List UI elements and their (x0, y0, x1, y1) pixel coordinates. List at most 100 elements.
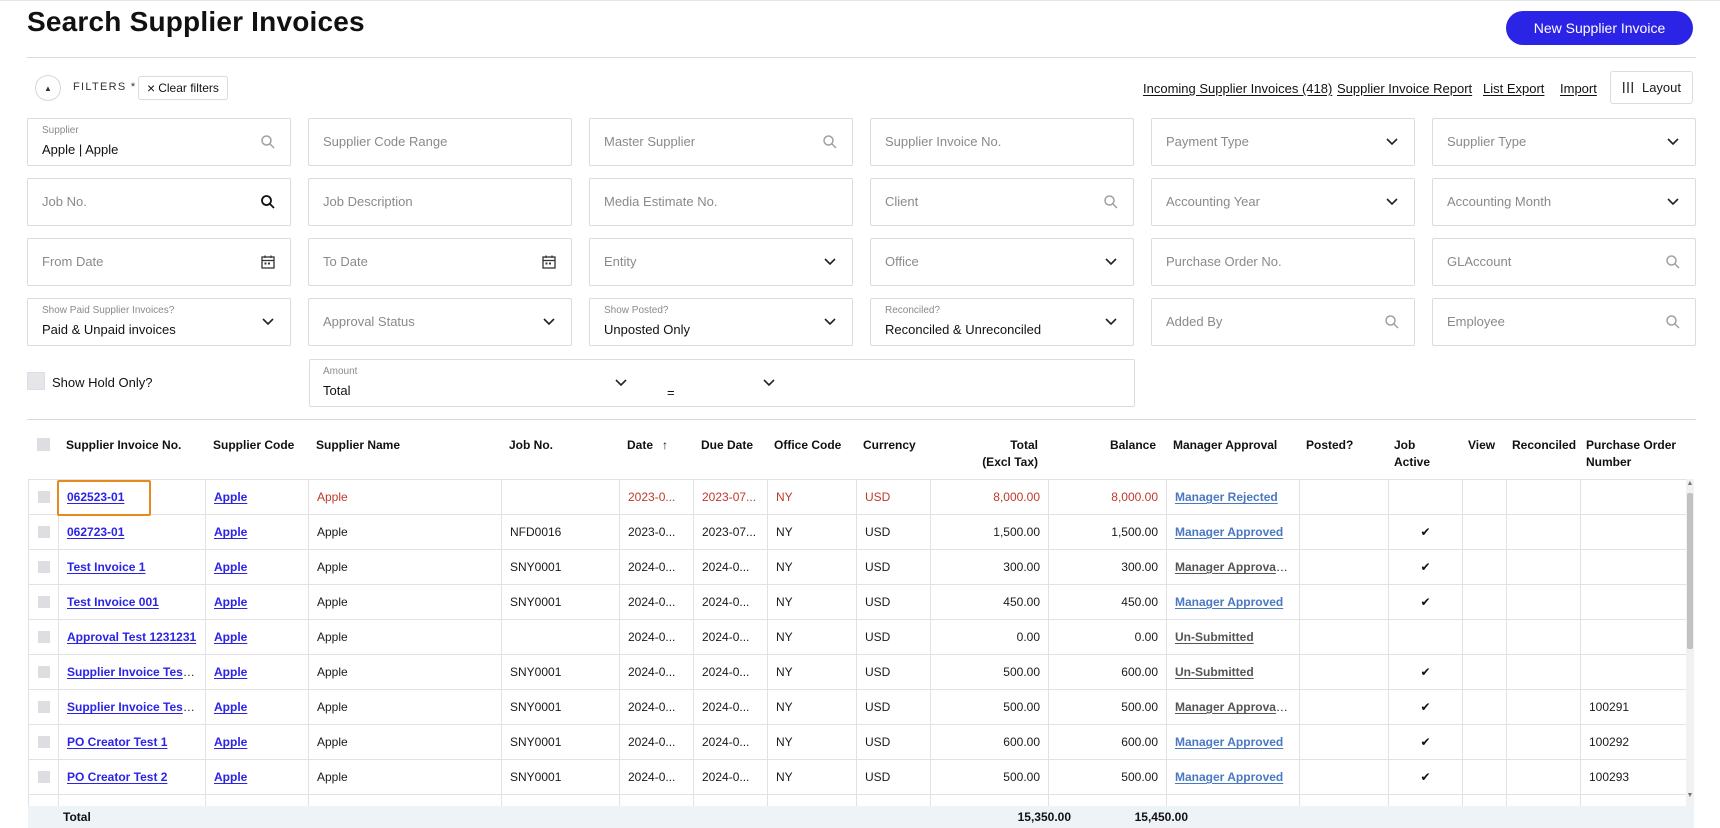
approval-status-link[interactable]: Manager Approval ... (1175, 560, 1293, 574)
supplier-code-link[interactable]: Apple (214, 770, 248, 784)
invoice-link[interactable]: Test Invoice 1 (67, 560, 146, 574)
table-row[interactable]: Test Invoice 001 Apple Apple SNY0001 2024-0.… (29, 585, 1686, 620)
supplier-invoice-no-field[interactable]: Supplier Invoice No. (870, 118, 1134, 166)
col-view[interactable]: View (1468, 438, 1496, 452)
table-row[interactable]: Supplier Invoice Testi... Apple Apple SNY00… (29, 655, 1686, 690)
row-checkbox[interactable] (38, 596, 50, 608)
supplier-field[interactable]: Supplier Apple | Apple (27, 118, 291, 166)
scroll-up-icon[interactable]: ▲ (1686, 480, 1694, 487)
calendar-icon[interactable] (541, 254, 557, 270)
table-row[interactable]: 062523-01 Apple Apple 2023-0... 2023-07... NY… (29, 480, 1686, 515)
approval-status-link[interactable]: Un-Submitted (1175, 630, 1254, 644)
row-checkbox[interactable] (38, 491, 50, 503)
search-icon[interactable] (1665, 314, 1681, 330)
col-invoice-no[interactable]: Supplier Invoice No. (66, 438, 182, 452)
col-balance[interactable]: Balance (1109, 438, 1156, 452)
supplier-code-link[interactable]: Apple (214, 490, 248, 504)
approval-status-link[interactable]: Un-Submitted (1175, 665, 1254, 679)
supplier-invoice-report-link[interactable]: Supplier Invoice Report (1337, 81, 1473, 96)
reconciled-select[interactable]: Reconciled? Reconciled & Unreconciled (870, 298, 1134, 346)
table-row[interactable]: 062723-01 Apple Apple NFD0016 2023-0... 2023-… (29, 515, 1686, 550)
amount-filter[interactable]: Amount Total = (309, 359, 1135, 407)
invoice-link[interactable]: Test Invoice 001 (67, 595, 159, 609)
job-no-field[interactable]: Job No. (27, 178, 291, 226)
supplier-code-link[interactable]: Apple (214, 560, 248, 574)
supplier-code-link[interactable]: Apple (214, 595, 248, 609)
invoice-link[interactable]: Supplier Invoice Testi... (67, 665, 201, 679)
row-checkbox[interactable] (38, 666, 50, 678)
row-checkbox[interactable] (38, 561, 50, 573)
row-checkbox[interactable] (38, 736, 50, 748)
accounting-year-select[interactable]: Accounting Year (1151, 178, 1415, 226)
approval-status-link[interactable]: Manager Approved (1175, 770, 1284, 784)
chevron-down-icon[interactable] (761, 375, 777, 391)
supplier-code-link[interactable]: Apple (214, 700, 248, 714)
col-job-no[interactable]: Job No. (509, 438, 553, 452)
col-office-code[interactable]: Office Code (774, 438, 842, 452)
search-icon[interactable] (1103, 194, 1119, 210)
client-field[interactable]: Client (870, 178, 1134, 226)
search-icon[interactable] (260, 134, 276, 150)
supplier-type-select[interactable]: Supplier Type (1432, 118, 1696, 166)
show-paid-select[interactable]: Show Paid Supplier Invoices? Paid & Unpa… (27, 298, 291, 346)
row-checkbox[interactable] (38, 526, 50, 538)
entity-select[interactable]: Entity (589, 238, 853, 286)
col-currency[interactable]: Currency (863, 438, 916, 452)
approval-status-link[interactable]: Manager Approved (1175, 735, 1284, 749)
chevron-down-icon[interactable] (613, 375, 629, 391)
row-checkbox[interactable] (38, 701, 50, 713)
scrollbar-thumb[interactable] (1687, 493, 1693, 649)
show-posted-select[interactable]: Show Posted? Unposted Only (589, 298, 853, 346)
list-export-link[interactable]: List Export (1483, 81, 1545, 96)
select-all-checkbox[interactable] (37, 438, 50, 451)
invoice-link[interactable]: Supplier Invoice Testi... (67, 700, 201, 714)
col-po-number[interactable]: Purchase Order Number (1586, 437, 1676, 471)
col-reconciled[interactable]: Reconciled (1512, 438, 1577, 452)
search-icon[interactable] (260, 194, 276, 210)
purchase-order-no-field[interactable]: Purchase Order No. (1151, 238, 1415, 286)
to-date-field[interactable]: To Date (308, 238, 572, 286)
table-row[interactable]: New Column TestAppleAppleSNY00012024-0..… (29, 795, 1686, 806)
table-row[interactable]: PO Creator Test 2 Apple Apple SNY0001 2024-0… (29, 760, 1686, 795)
invoice-link[interactable]: Approval Test 1231231 (67, 630, 197, 644)
media-estimate-no-field[interactable]: Media Estimate No. (589, 178, 853, 226)
invoice-link[interactable]: 062723-01 (67, 525, 125, 539)
col-job-active[interactable]: Job Active (1394, 437, 1430, 471)
invoice-link[interactable]: PO Creator Test 1 (67, 735, 168, 749)
table-row[interactable]: Test Invoice 1 Apple Apple SNY0001 2024-0...… (29, 550, 1686, 585)
master-supplier-field[interactable]: Master Supplier (589, 118, 853, 166)
supplier-code-link[interactable]: Apple (214, 630, 248, 644)
glaccount-field[interactable]: GLAccount (1432, 238, 1696, 286)
col-supplier-name[interactable]: Supplier Name (316, 438, 401, 452)
col-due-date[interactable]: Due Date (701, 438, 754, 452)
search-icon[interactable] (822, 134, 838, 150)
col-supplier-code[interactable]: Supplier Code (213, 438, 295, 452)
table-row[interactable]: PO Creator Test 1 Apple Apple SNY0001 2024-0… (29, 725, 1686, 760)
supplier-code-link[interactable]: Apple (214, 525, 248, 539)
payment-type-select[interactable]: Payment Type (1151, 118, 1415, 166)
approval-status-link[interactable]: Manager Approved (1175, 525, 1284, 539)
from-date-field[interactable]: From Date (27, 238, 291, 286)
calendar-icon[interactable] (260, 254, 276, 270)
approval-status-link[interactable]: Manager Approval ... (1175, 700, 1293, 714)
incoming-supplier-invoices-link[interactable]: Incoming Supplier Invoices (418) (1143, 81, 1333, 96)
show-hold-checkbox[interactable] (27, 372, 45, 390)
layout-button[interactable]: Layout (1610, 71, 1693, 104)
table-row[interactable]: Supplier Invoice Testi... Apple Apple SNY00… (29, 690, 1686, 725)
col-posted[interactable]: Posted? (1306, 438, 1354, 452)
new-supplier-invoice-button[interactable]: New Supplier Invoice (1506, 11, 1693, 45)
invoice-link[interactable]: 062523-01 (67, 490, 125, 504)
col-manager-approval[interactable]: Manager Approval (1173, 438, 1278, 452)
scroll-down-icon[interactable]: ▼ (1686, 792, 1694, 799)
approval-status-select[interactable]: Approval Status (308, 298, 572, 346)
job-description-field[interactable]: Job Description (308, 178, 572, 226)
invoice-link[interactable]: PO Creator Test 2 (67, 770, 168, 784)
table-row[interactable]: Approval Test 1231231 Apple Apple 2024-0...… (29, 620, 1686, 655)
supplier-code-link[interactable]: Apple (214, 665, 248, 679)
row-checkbox[interactable] (38, 631, 50, 643)
supplier-code-link[interactable]: Apple (214, 735, 248, 749)
import-link[interactable]: Import (1560, 81, 1597, 96)
office-select[interactable]: Office (870, 238, 1134, 286)
search-icon[interactable] (1665, 254, 1681, 270)
added-by-field[interactable]: Added By (1151, 298, 1415, 346)
